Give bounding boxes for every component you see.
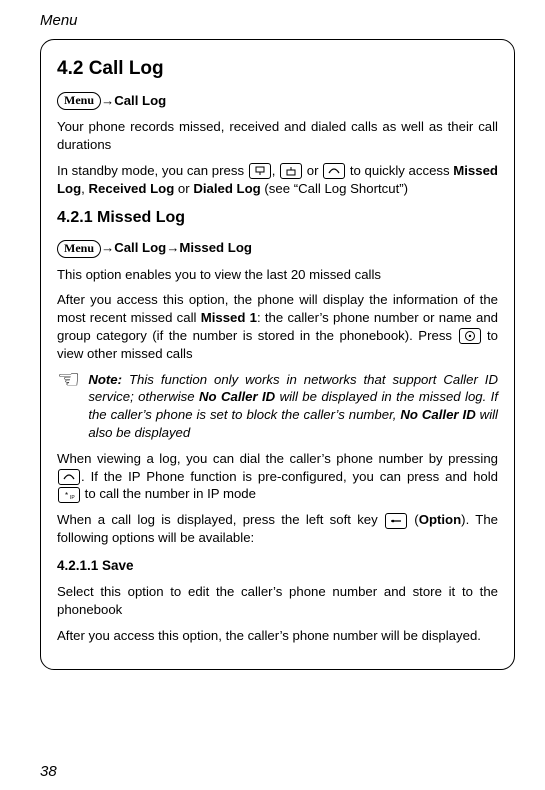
key-nav-icon [459,328,481,344]
para-softkey: When a call log is displayed, press the … [57,511,498,547]
page-header: Menu [40,12,515,29]
key-call-icon [58,469,80,485]
nav-call-log: Menu→Call Log [57,92,498,111]
para-access: After you access this option, the phone … [57,291,498,362]
page-number: 38 [40,763,57,780]
svg-text:IP: IP [70,495,75,500]
key-star-icon: *IP [58,487,80,503]
heading-4-2-1-1: 4.2.1.1 Save [57,557,498,575]
para-select: Select this option to edit the caller’s … [57,583,498,619]
note-block: ☜ Note: This function only works in netw… [57,371,498,442]
menu-pill-icon: Menu [57,240,101,258]
para-standby: In standby mode, you can press , or to q… [57,162,498,198]
heading-4-2-1: 4.2.1 Missed Log [57,207,498,229]
heading-4-2: 4.2 Call Log [57,56,498,82]
menu-pill-icon: Menu [57,92,101,110]
para-after-access: After you access this option, the caller… [57,627,498,645]
note-text: Note: This function only works in networ… [88,371,498,442]
para-viewing: When viewing a log, you can dial the cal… [57,450,498,503]
nav-missed-log: Menu→Call Log→Missed Log [57,239,498,258]
key-down-icon [249,163,271,179]
note-hand-icon: ☜ [57,369,80,389]
svg-text:*: * [65,491,68,500]
key-call-icon [323,163,345,179]
key-up-icon [280,163,302,179]
para-records: Your phone records missed, received and … [57,118,498,154]
key-softkey-icon [385,513,407,529]
content-box: 4.2 Call Log Menu→Call Log Your phone re… [40,39,515,670]
para-enables: This option enables you to view the last… [57,266,498,284]
